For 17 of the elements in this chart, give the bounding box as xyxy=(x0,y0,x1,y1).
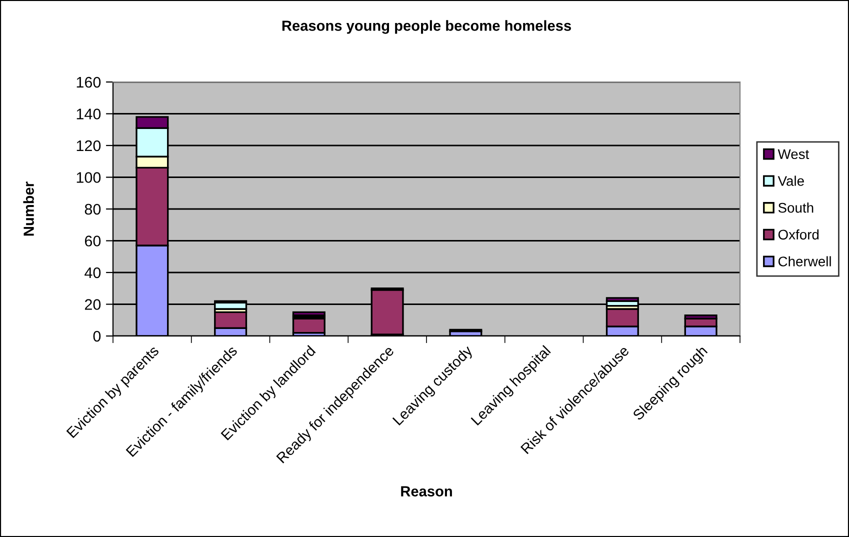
y-tick-label: 140 xyxy=(76,108,101,120)
y-tick-label: 20 xyxy=(84,299,101,310)
x-axis-title: Reason xyxy=(401,486,452,496)
chart-title: Reasons young people become homeless xyxy=(282,20,571,34)
y-tick-label: 80 xyxy=(84,204,101,215)
legend-label: Oxford xyxy=(778,229,819,240)
legend-label: Cherwell xyxy=(778,256,831,266)
legend-label: Vale xyxy=(778,176,804,186)
y-axis-title: Number xyxy=(23,182,34,236)
y-tick-label: 60 xyxy=(84,236,101,246)
y-tick-label: 160 xyxy=(76,76,101,88)
legend-label: South xyxy=(778,202,814,213)
y-tick-label: 100 xyxy=(76,172,101,183)
legend-label: West xyxy=(778,149,810,160)
y-tick-label: 40 xyxy=(84,267,101,278)
y-tick-label: 120 xyxy=(76,140,101,152)
y-tick-label: 0 xyxy=(93,330,101,342)
